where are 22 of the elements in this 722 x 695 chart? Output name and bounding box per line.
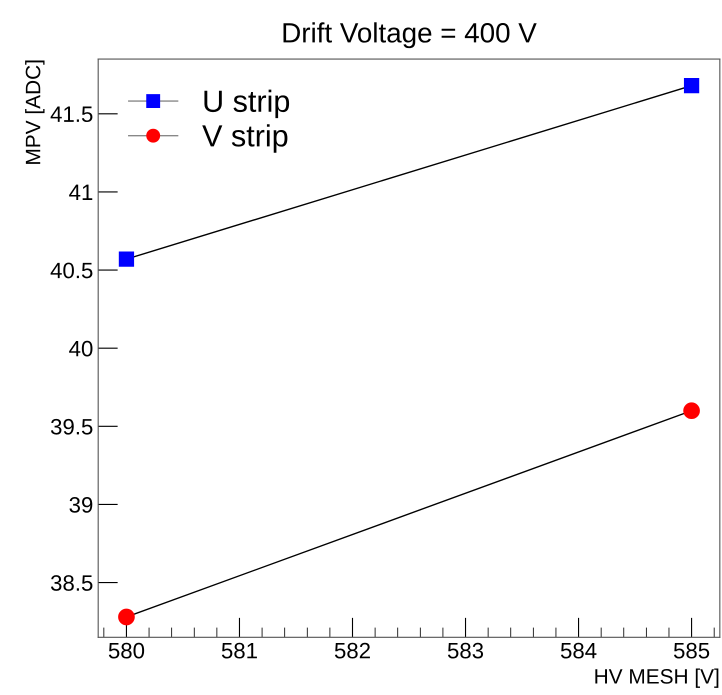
point: [118, 608, 135, 626]
legend-label: U strip: [204, 90, 290, 118]
x-tick-label: 583: [448, 642, 484, 658]
y-tick-label: 41.5: [50, 106, 92, 122]
x-tick-label: 580: [108, 642, 144, 658]
x-tick-label: 585: [674, 642, 710, 658]
x-tick-label: 582: [334, 642, 370, 658]
x-axis-title: HV MESH [V]: [595, 668, 718, 688]
point: [118, 251, 134, 267]
legend-label: V strip: [202, 124, 288, 153]
y-axis-title: MPV [ADC]: [25, 60, 45, 164]
point: [683, 402, 700, 420]
x-tick-label: 584: [560, 642, 596, 658]
chart-title: Drift Voltage = 400 V: [284, 22, 537, 48]
y-tick-label: 39.5: [50, 418, 92, 435]
y-tick-label: 39: [69, 497, 92, 513]
y-tick-label: 40: [69, 340, 92, 356]
point: [684, 78, 700, 94]
y-tick-label: 41: [69, 184, 92, 200]
x-tick-label: 581: [222, 642, 257, 658]
y-tick-label: 40.5: [50, 262, 92, 278]
y-tick-label: 38.5: [50, 575, 92, 591]
